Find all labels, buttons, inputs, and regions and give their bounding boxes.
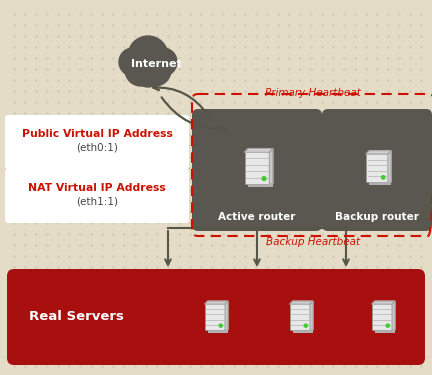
FancyBboxPatch shape [5, 169, 189, 223]
Circle shape [125, 54, 157, 86]
Polygon shape [205, 301, 228, 304]
Text: Primary Heartbeat: Primary Heartbeat [265, 88, 361, 98]
Polygon shape [366, 151, 391, 154]
FancyBboxPatch shape [293, 307, 313, 333]
Polygon shape [372, 301, 395, 304]
Polygon shape [290, 301, 313, 304]
Polygon shape [310, 301, 313, 330]
Text: Real Servers: Real Servers [29, 310, 124, 324]
Circle shape [219, 324, 222, 327]
Text: Public Virtual IP Address: Public Virtual IP Address [22, 129, 172, 139]
Polygon shape [269, 148, 273, 184]
Polygon shape [245, 148, 273, 152]
FancyBboxPatch shape [375, 307, 395, 333]
FancyBboxPatch shape [366, 154, 388, 182]
Circle shape [386, 324, 389, 327]
Text: NAT Virtual IP Address: NAT Virtual IP Address [28, 183, 166, 193]
Circle shape [128, 36, 168, 76]
FancyBboxPatch shape [208, 307, 228, 333]
Polygon shape [388, 151, 391, 182]
Circle shape [119, 48, 147, 76]
Text: Backup router: Backup router [335, 212, 419, 222]
FancyBboxPatch shape [322, 109, 432, 231]
Circle shape [149, 48, 177, 76]
Text: (eth1:1): (eth1:1) [76, 197, 118, 207]
Text: Backup Heartbeat: Backup Heartbeat [266, 237, 360, 247]
Polygon shape [225, 301, 228, 330]
Circle shape [135, 61, 161, 87]
FancyBboxPatch shape [290, 304, 310, 330]
FancyBboxPatch shape [369, 157, 391, 185]
FancyBboxPatch shape [7, 269, 425, 365]
FancyBboxPatch shape [248, 156, 273, 188]
Circle shape [139, 54, 171, 86]
FancyBboxPatch shape [5, 115, 189, 169]
FancyBboxPatch shape [192, 109, 322, 231]
Text: Active router: Active router [218, 212, 295, 222]
FancyBboxPatch shape [205, 304, 225, 330]
Text: (eth0:1): (eth0:1) [76, 143, 118, 153]
Polygon shape [392, 301, 395, 330]
Circle shape [304, 324, 307, 327]
Circle shape [381, 176, 385, 179]
FancyBboxPatch shape [245, 152, 269, 184]
Circle shape [262, 177, 266, 180]
FancyBboxPatch shape [372, 304, 392, 330]
Text: Internet: Internet [130, 59, 181, 69]
